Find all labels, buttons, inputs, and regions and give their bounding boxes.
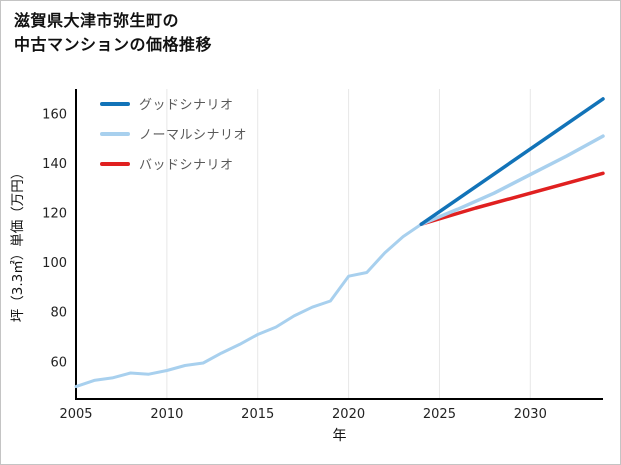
axes [75, 89, 603, 400]
x-axis-label: 年 [333, 428, 347, 444]
legend-label-normal: ノーマルシナリオ [139, 128, 248, 143]
chart-legend: グッドシナリオ ノーマルシナリオ バッドシナリオ [100, 94, 247, 184]
x-tick-label: 2015 [241, 407, 274, 422]
legend-label-good: グッドシナリオ [139, 98, 234, 113]
legend-swatch-normal [100, 131, 130, 136]
y-tick-label: 80 [50, 306, 67, 321]
y-tick-label: 60 [50, 355, 67, 370]
chart-title: 滋賀県大津市弥生町の 中古マンションの価格推移 [14, 9, 212, 57]
tick-labels: 2005 2010 2015 2020 2025 2030 60 80 100 120 140 160 [42, 107, 547, 422]
x-tick-label: 2005 [59, 407, 92, 422]
chart-title-line2: 中古マンションの価格推移 [14, 35, 213, 54]
legend-swatch-bad [100, 161, 130, 166]
series-good-scenario [419, 97, 605, 226]
legend-item-normal: ノーマルシナリオ [100, 124, 247, 143]
x-tick-label: 2030 [514, 407, 547, 422]
x-tick-label: 2020 [332, 407, 365, 422]
x-tick-label: 2010 [150, 407, 183, 422]
legend-swatch-good [100, 101, 130, 106]
y-axis-label: 坪（3.3㎡）単価（万円） [10, 166, 26, 322]
legend-item-bad: バッドシナリオ [100, 154, 247, 173]
x-tick-label: 2025 [423, 407, 456, 422]
y-tick-label: 100 [42, 256, 67, 271]
series-history [74, 222, 423, 389]
series-normal-scenario [419, 134, 605, 226]
chart-title-line1: 滋賀県大津市弥生町の [14, 11, 180, 30]
y-tick-label: 120 [42, 207, 67, 222]
legend-label-bad: バッドシナリオ [139, 158, 234, 173]
y-tick-label: 160 [42, 107, 67, 122]
y-tick-label: 140 [42, 157, 67, 172]
legend-item-good: グッドシナリオ [100, 94, 247, 113]
series-bad-scenario [419, 171, 605, 226]
